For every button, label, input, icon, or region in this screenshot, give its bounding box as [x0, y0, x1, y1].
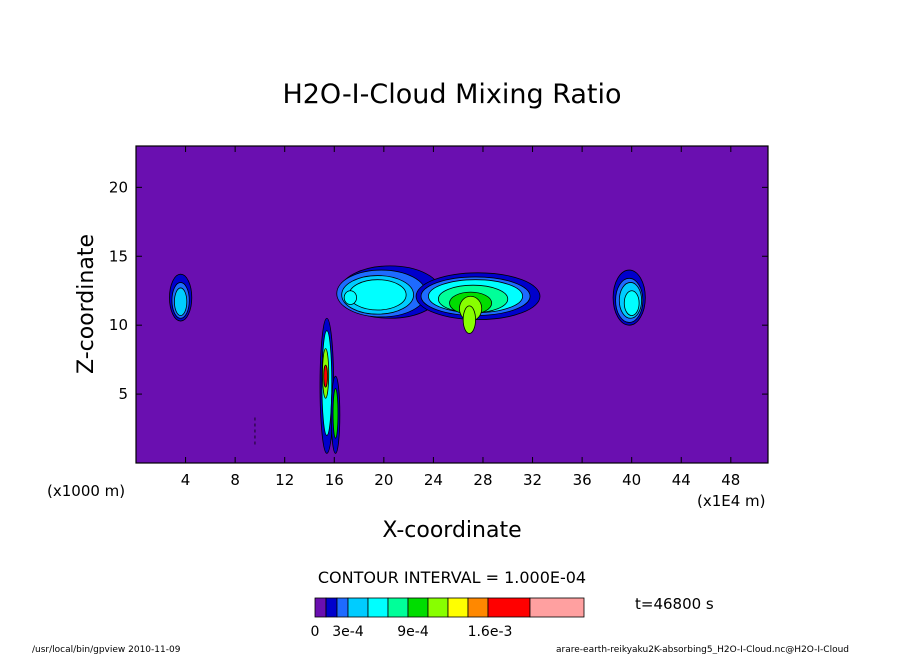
chart-title: H2O-I-Cloud Mixing Ratio	[282, 79, 621, 110]
contour-interval: CONTOUR INTERVAL = 1.000E-04	[318, 568, 586, 587]
colorbar-label: 0	[311, 624, 320, 640]
x-unit-label: (x1E4 m)	[697, 492, 766, 510]
y-tick-label: 10	[109, 316, 128, 334]
x-tick-label: 16	[325, 471, 344, 489]
x-tick-label: 28	[473, 471, 492, 489]
colorbar-swatch	[314, 597, 327, 618]
colorbar-swatch	[367, 597, 389, 618]
right-cloud	[623, 290, 640, 316]
colorbar-swatch	[487, 597, 531, 618]
x-tick-label: 40	[622, 471, 641, 489]
x-tick-label: 36	[573, 471, 592, 489]
y-unit-label: (x1000 m)	[47, 482, 125, 500]
x-tick-label: 20	[374, 471, 393, 489]
cloud-field	[169, 265, 646, 454]
colorbar-label: 3e-4	[332, 624, 364, 640]
colorbar-swatch	[325, 597, 338, 618]
x-tick-label: 24	[424, 471, 443, 489]
time-label: t=46800 s	[635, 595, 714, 613]
x-tick-label: 32	[523, 471, 542, 489]
anvil-west	[343, 290, 357, 305]
footer-left: /usr/local/bin/gpview 2010-11-09	[32, 645, 181, 654]
x-tick-label: 48	[721, 471, 740, 489]
colorbar-swatch	[447, 597, 469, 618]
colorbar-swatch	[347, 597, 369, 618]
x-tick-label: 12	[275, 471, 294, 489]
colorbar-swatch	[387, 597, 409, 618]
colorbar	[314, 597, 585, 618]
left-edge-cloud	[174, 287, 188, 316]
x-tick-label: 4	[181, 471, 191, 489]
colorbar-swatch	[467, 597, 489, 618]
x-axis-label: X-coordinate	[382, 518, 521, 543]
convective-column	[332, 388, 339, 439]
colorbar-labels: 0 3e-4 9e-4 1.6e-3	[311, 624, 513, 640]
x-tick-label: 44	[672, 471, 691, 489]
footer-right: arare-earth-reikyaku2K-absorbing5_H2O-I-…	[556, 645, 849, 654]
y-tick-label: 5	[118, 385, 128, 403]
colorbar-swatch	[427, 597, 449, 618]
colorbar-label: 1.6e-3	[468, 624, 513, 640]
y-tick-label: 15	[109, 247, 128, 265]
y-tick-label: 20	[109, 178, 128, 196]
colorbar-swatch	[529, 597, 585, 618]
anvil-east	[462, 305, 476, 334]
colorbar-swatch	[407, 597, 429, 618]
plot-frame	[135, 145, 769, 464]
x-tick-label: 8	[230, 471, 240, 489]
colorbar-swatch	[336, 597, 349, 618]
colorbar-label: 9e-4	[397, 624, 429, 640]
convective-column	[323, 364, 328, 388]
y-axis-label: Z-coordinate	[74, 234, 99, 374]
anvil-west	[348, 279, 407, 311]
